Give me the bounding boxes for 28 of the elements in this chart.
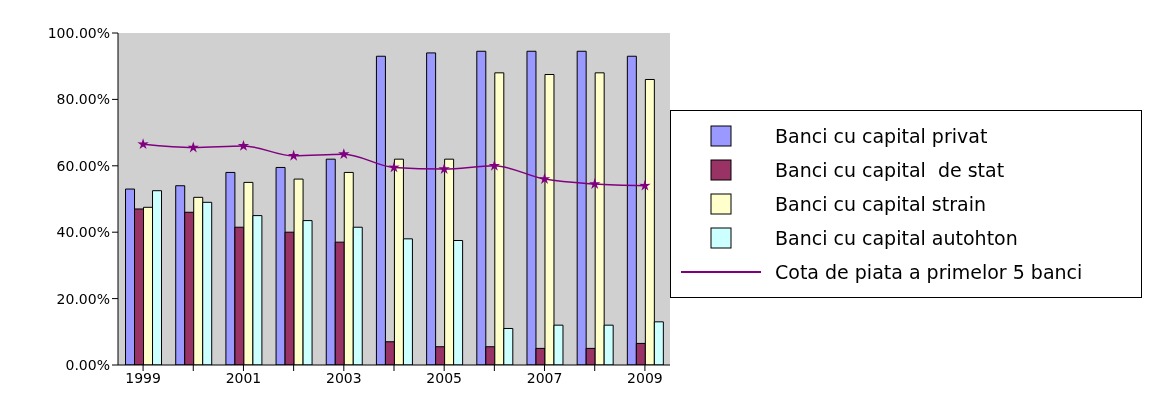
y-tick-label: 60.00% — [56, 157, 110, 174]
y-tick-label: 80.00% — [56, 91, 110, 108]
y-tick-label: 20.00% — [56, 290, 110, 307]
point — [388, 161, 400, 173]
x-tick-label: 2003 — [326, 369, 362, 386]
x-tick-label: 1999 — [125, 369, 161, 386]
point — [237, 139, 250, 151]
point — [338, 148, 350, 160]
y-tick-label: 100.00% — [47, 24, 110, 41]
point — [187, 141, 199, 153]
legend-label: Cota de piata a primelor 5 banci — [775, 261, 1083, 283]
point — [639, 179, 651, 191]
legend-label: Banci cu capital de stat — [775, 159, 1005, 181]
x-tick-label: 2005 — [426, 369, 462, 386]
x-tick-label: 2009 — [627, 369, 663, 386]
point — [488, 159, 501, 171]
legend-label: Banci cu capital autohton — [775, 227, 1018, 249]
y-tick-label: 40.00% — [56, 224, 110, 241]
point — [438, 163, 450, 174]
legend-label: Banci cu capital strain — [775, 193, 986, 215]
x-tick-label: 2001 — [225, 369, 262, 386]
x-tick-label: 2007 — [526, 369, 563, 386]
point — [538, 173, 551, 184]
point — [137, 138, 149, 150]
legend-label: Banci cu capital privat — [775, 125, 988, 147]
point — [287, 149, 300, 161]
y-tick-label: 0.00% — [65, 356, 110, 373]
point — [589, 178, 601, 189]
